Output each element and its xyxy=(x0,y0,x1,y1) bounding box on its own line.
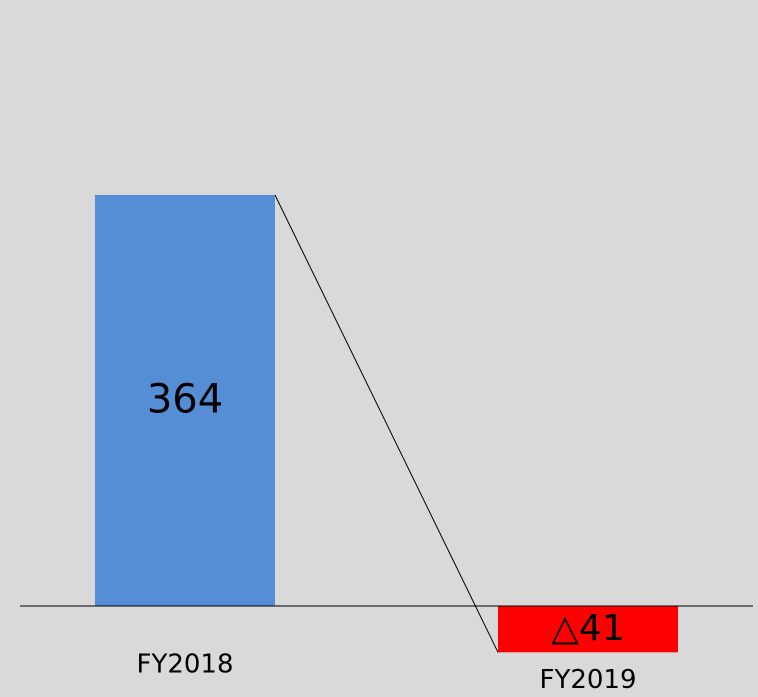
value-label: △41 xyxy=(551,608,625,649)
bar xyxy=(498,606,678,653)
connector xyxy=(274,194,499,653)
value-label: 364 xyxy=(147,377,223,423)
bar xyxy=(95,195,275,606)
x-tick-label: FY2019 xyxy=(539,665,636,695)
x-tick-label: FY2018 xyxy=(136,650,233,680)
